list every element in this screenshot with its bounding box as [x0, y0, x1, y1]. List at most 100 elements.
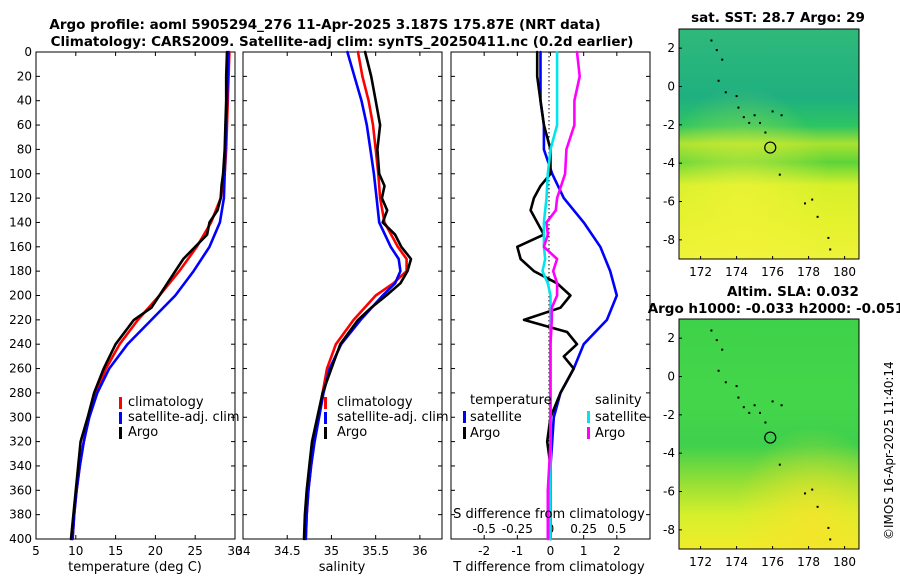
- y-tick-label: 160: [9, 240, 32, 254]
- x-tick-label: 176: [761, 265, 784, 279]
- x-tick-label: 176: [761, 555, 784, 569]
- island-marker: [724, 91, 727, 94]
- island-marker: [742, 406, 745, 409]
- legend-label-t-argo: Argo: [470, 426, 500, 441]
- sla-island-markers: [710, 329, 832, 541]
- island-marker: [742, 116, 745, 119]
- island-marker: [829, 538, 832, 541]
- temperature-lines: [69, 50, 231, 541]
- island-marker: [764, 421, 767, 424]
- island-marker: [748, 121, 751, 124]
- legend-swatch-t-argo: [463, 427, 466, 439]
- temperature-panel: 0 20 40 60 80 100 120 140 160 180 200 220 240 260 280 3…: [9, 45, 243, 575]
- salinity-legend: climatology satellite-adj. clim Argo: [324, 395, 449, 440]
- temperature-ticks: 0 20 40 60 80 100 120 140 160 180 200 220 240 260 280 3…: [9, 45, 243, 558]
- island-marker: [735, 385, 738, 388]
- y-tick-label: 340: [9, 459, 32, 473]
- sst-field-warm-patch: [679, 29, 859, 259]
- y-tick-label: 0: [24, 45, 32, 59]
- island-marker: [829, 248, 832, 251]
- island-marker: [759, 121, 761, 124]
- island-marker: [715, 339, 718, 342]
- temperature-legend: climatology satellite-adj. clim Argo: [119, 395, 240, 440]
- y-tick-label: 0: [667, 80, 675, 94]
- argo-float-position-marker: [764, 141, 777, 154]
- legend-label-climatology: climatology: [128, 395, 204, 410]
- legend-label-s-argo: Argo: [595, 426, 625, 441]
- argo-float-position-marker: [764, 431, 777, 444]
- legend-label-argo: Argo: [128, 425, 158, 440]
- t-difference-xlabel: T difference from climatology: [452, 560, 645, 575]
- legend-label-satellite: satellite-adj. clim: [337, 410, 449, 425]
- island-marker: [721, 58, 724, 61]
- difference-panel: -2 -1 0 1 2-0.5 -0.25 0 0.25 0.5 T difference fr…: [450, 50, 651, 575]
- y-tick-label: 2: [667, 41, 675, 55]
- sla-map-frame: [678, 318, 860, 550]
- salinity-xlabel: salinity: [319, 560, 366, 575]
- x2-tick-label: -0.5: [472, 522, 495, 536]
- island-marker: [816, 505, 819, 508]
- legend-swatch-satellite: [324, 412, 327, 424]
- series-line-argo: [69, 50, 229, 541]
- difference-ticks: -2 -1 0 1 2-0.5 -0.25 0 0.25 0.5: [451, 51, 650, 558]
- legend-label-argo: Argo: [337, 425, 367, 440]
- y-tick-label: 200: [9, 289, 32, 303]
- y-tick-label: -2: [663, 118, 675, 132]
- island-marker: [771, 400, 774, 403]
- s-difference-xlabel: S difference from climatology: [453, 507, 645, 522]
- y-tick-label: 2: [667, 331, 675, 345]
- legend-label-t-satellite: satellite: [470, 410, 522, 425]
- series-line-salinity-argo: [542, 50, 582, 541]
- y-tick-label: 400: [9, 532, 32, 546]
- salinity-panel: 34 34.5 35 35.5 36 salinity climatology sate…: [235, 50, 449, 575]
- x-tick-label: 35: [324, 544, 339, 558]
- difference-legend: temperature satellite Argo salinity sate…: [463, 393, 647, 441]
- figure-title-line2: Climatology: CARS2009. Satellite-adj cli…: [51, 34, 634, 50]
- y-tick-label: 60: [17, 118, 32, 132]
- legend-label-s-satellite: satellite: [595, 410, 647, 425]
- x-tick-label: -1: [511, 544, 523, 558]
- island-marker: [804, 492, 806, 495]
- island-marker: [816, 215, 819, 218]
- sla-map-subtitle: Argo h1000: -0.033 h2000: -0.051: [648, 301, 900, 317]
- island-marker: [717, 79, 720, 82]
- x-tick-label: 178: [797, 555, 820, 569]
- sst-map-panel: sat. SST: 28.7 Argo: 29 172 174 176 178 180 2…: [663, 10, 865, 279]
- legend-title-salinity: salinity: [595, 393, 642, 408]
- y-tick-label: -8: [663, 523, 675, 537]
- temperature-xlabel: temperature (deg C): [68, 560, 202, 575]
- x-tick-label: 2: [613, 544, 621, 558]
- y-tick-label: -6: [663, 195, 675, 209]
- island-marker: [759, 411, 761, 414]
- sst-map-frame: [678, 28, 860, 260]
- y-tick-label: 360: [9, 483, 32, 497]
- island-marker: [724, 381, 727, 384]
- x-tick-label: 178: [797, 265, 820, 279]
- x-tick-label: 15: [108, 544, 123, 558]
- sst-map-title: sat. SST: 28.7 Argo: 29: [691, 10, 865, 26]
- y-tick-label: 300: [9, 410, 32, 424]
- x-tick-label: 25: [188, 544, 203, 558]
- island-marker: [778, 463, 781, 466]
- legend-swatch-argo: [324, 427, 327, 439]
- y-tick-label: 20: [17, 69, 32, 83]
- y-tick-label: 280: [9, 386, 32, 400]
- series-line-satellite-adj-clim: [304, 50, 402, 541]
- sst-island-markers: [710, 39, 832, 251]
- x-tick-label: 1: [580, 544, 588, 558]
- island-marker: [780, 404, 783, 407]
- y-tick-label: 320: [9, 435, 32, 449]
- salinity-ticks: 34 34.5 35 35.5 36: [235, 51, 442, 558]
- salinity-axes-frame: [242, 51, 443, 540]
- x2-tick-label: 0.25: [570, 522, 597, 536]
- y-tick-label: 40: [17, 94, 32, 108]
- y-tick-label: -4: [663, 446, 675, 460]
- x-tick-label: 180: [833, 265, 856, 279]
- y-tick-label: 240: [9, 337, 32, 351]
- island-marker: [827, 526, 830, 529]
- legend-swatch-s-satellite: [587, 411, 590, 423]
- temperature-axes-frame: [35, 51, 236, 540]
- x-tick-label: 5: [32, 544, 40, 558]
- x-tick-label: 10: [68, 544, 83, 558]
